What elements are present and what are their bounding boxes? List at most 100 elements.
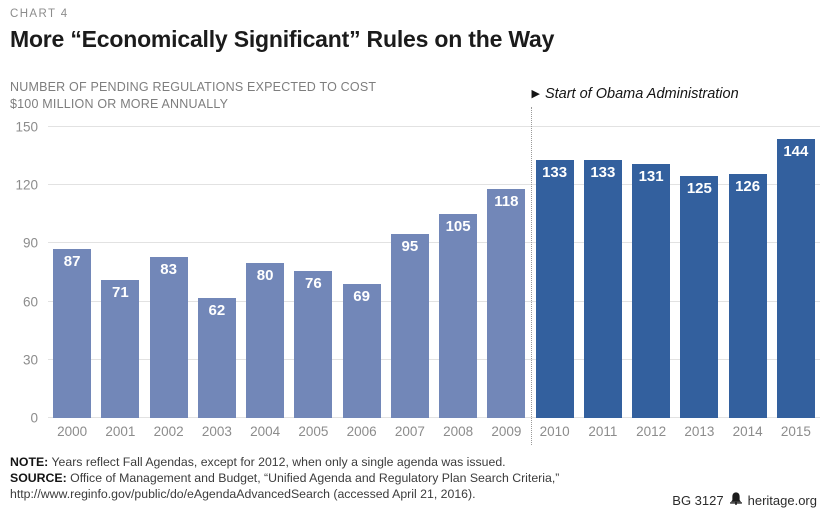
footer-credit: BG 3127 heritage.org [672, 492, 817, 508]
x-tick-label-2013: 2013 [684, 424, 715, 439]
source-url: http://www.reginfo.gov/public/do/eAgenda… [10, 486, 476, 501]
bar-2003: 62 [197, 297, 236, 418]
bar-2002: 83 [149, 256, 188, 418]
bar-cell-2011: 133 [579, 127, 627, 418]
annotation-text: Start of Obama Administration [544, 86, 739, 102]
x-tick-label-2000: 2000 [57, 424, 88, 439]
bar-value-label-2007: 95 [401, 237, 419, 255]
bar-cell-2005: 76 [289, 127, 337, 418]
bars-row: 87 71 83 62 80 76 69 95 105 118 133 133 131 125 126 144 [48, 127, 820, 418]
bar-2011: 133 [583, 159, 622, 418]
note-text: Years reflect Fall Agendas, except for 2… [48, 455, 506, 469]
footnotes: NOTE: Years reflect Fall Agendas, except… [10, 455, 559, 502]
source-label: SOURCE: [10, 470, 67, 485]
x-tick-label-2003: 2003 [201, 424, 232, 439]
bar-cell-2008: 105 [434, 127, 482, 418]
bar-cell-2004: 80 [241, 127, 289, 418]
x-tick-label-2002: 2002 [153, 424, 184, 439]
bar-cell-2014: 126 [724, 127, 772, 418]
bar-2005: 76 [294, 270, 333, 418]
bar-2012: 131 [632, 163, 671, 418]
x-tick-label-2005: 2005 [298, 424, 329, 439]
bar-2009: 118 [487, 189, 526, 418]
bar-value-label-2001: 71 [112, 284, 129, 302]
gridline-0 [48, 417, 820, 418]
obama-start-annotation: ▶ Start of Obama Administration [532, 86, 739, 102]
x-tick-label-2011: 2011 [588, 424, 618, 439]
bar-value-label-2014: 126 [735, 177, 761, 195]
plot-area: 0 30 60 90 120 150 87 71 83 62 80 76 69 95 105 118 133 13… [15, 120, 820, 426]
x-tick-label-2010: 2010 [539, 424, 570, 439]
brand-url: heritage.org [747, 492, 817, 508]
bar-2015: 144 [776, 138, 815, 418]
x-tick-label-2015: 2015 [780, 424, 811, 439]
document-id: BG 3127 [672, 492, 724, 508]
liberty-bell-icon [729, 492, 743, 508]
x-tick-label-2012: 2012 [636, 424, 667, 439]
bar-value-label-2000: 87 [63, 253, 81, 271]
bar-cell-2010: 133 [531, 127, 579, 418]
bar-value-label-2010: 133 [542, 163, 568, 181]
bar-cell-2006: 69 [338, 127, 386, 418]
y-tick-label-0: 0 [30, 410, 38, 426]
bar-cell-2002: 83 [145, 127, 193, 418]
x-tick-label-2008: 2008 [443, 424, 474, 439]
y-tick-label-90: 90 [22, 235, 38, 251]
bar-cell-2003: 62 [193, 127, 241, 418]
gridline-90 [48, 242, 820, 244]
x-tick-label-2007: 2007 [394, 424, 425, 439]
bar-2013: 125 [680, 175, 719, 418]
right-triangle-marker-icon: ▶ [531, 88, 540, 100]
bar-cell-2000: 87 [48, 127, 96, 418]
bar-cell-2009: 118 [482, 127, 530, 418]
bar-value-label-2005: 76 [305, 274, 322, 292]
chart-subtitle-line2: $100 MILLION OR MORE ANNUALLY [10, 97, 229, 111]
x-tick-label-2014: 2014 [732, 424, 763, 439]
chart-subtitle: NUMBER OF PENDING REGULATIONS EXPECTED T… [10, 79, 376, 113]
bar-cell-2007: 95 [386, 127, 434, 418]
gridline-120 [48, 184, 820, 186]
chart-subtitle-line1: NUMBER OF PENDING REGULATIONS EXPECTED T… [10, 80, 377, 94]
y-tick-label-60: 60 [22, 294, 38, 310]
bar-2008: 105 [439, 214, 478, 418]
note-label: NOTE: [10, 455, 49, 469]
obama-start-separator-line [530, 107, 532, 445]
bar-2000: 87 [53, 249, 92, 418]
x-tick-label-2009: 2009 [491, 424, 522, 439]
note-line: NOTE: Years reflect Fall Agendas, except… [10, 455, 559, 471]
bar-2007: 95 [390, 233, 429, 418]
bar-value-label-2008: 105 [445, 218, 471, 236]
source-line: SOURCE: Office of Management and Budget,… [10, 471, 559, 487]
bar-value-label-2012: 131 [638, 167, 664, 185]
bar-value-label-2009: 118 [494, 193, 519, 211]
bar-cell-2012: 131 [627, 127, 675, 418]
chart-number-label: CHART 4 [10, 8, 69, 20]
source-text: Office of Management and Budget, “Unifie… [66, 470, 560, 485]
x-tick-label-2006: 2006 [346, 424, 377, 439]
y-tick-label-120: 120 [15, 177, 38, 193]
x-axis-labels: 2000 2001 2002 2003 2004 2005 2006 2007 2008 2009… [48, 418, 820, 445]
bar-2010: 133 [535, 159, 574, 418]
bar-2014: 126 [728, 173, 767, 418]
gridline-60 [48, 300, 820, 302]
bar-value-label-2011: 133 [590, 163, 616, 181]
bar-cell-2015: 144 [772, 127, 820, 418]
x-tick-label-2004: 2004 [250, 424, 281, 439]
bar-2004: 80 [246, 262, 285, 418]
chart-area: 0 30 60 90 120 150 87 71 83 62 80 76 69 95 105 118 133 13… [15, 86, 820, 445]
bar-value-label-2002: 83 [160, 260, 177, 278]
bar-value-label-2006: 69 [353, 288, 370, 306]
y-tick-label-150: 150 [15, 119, 38, 135]
bar-2006: 69 [342, 284, 381, 418]
x-tick-label-2001: 2001 [105, 424, 136, 439]
bar-value-label-2003: 62 [208, 301, 226, 319]
bar-2001: 71 [101, 280, 140, 418]
bar-cell-2013: 125 [675, 127, 723, 418]
y-tick-label-30: 30 [22, 352, 38, 368]
chart-title: More “Economically Significant” Rules on… [10, 26, 555, 52]
bar-cell-2001: 71 [96, 127, 144, 418]
gridline-30 [48, 358, 820, 360]
bar-value-label-2013: 125 [686, 179, 712, 197]
gridline-150 [48, 126, 820, 127]
bar-value-label-2015: 144 [783, 142, 809, 160]
